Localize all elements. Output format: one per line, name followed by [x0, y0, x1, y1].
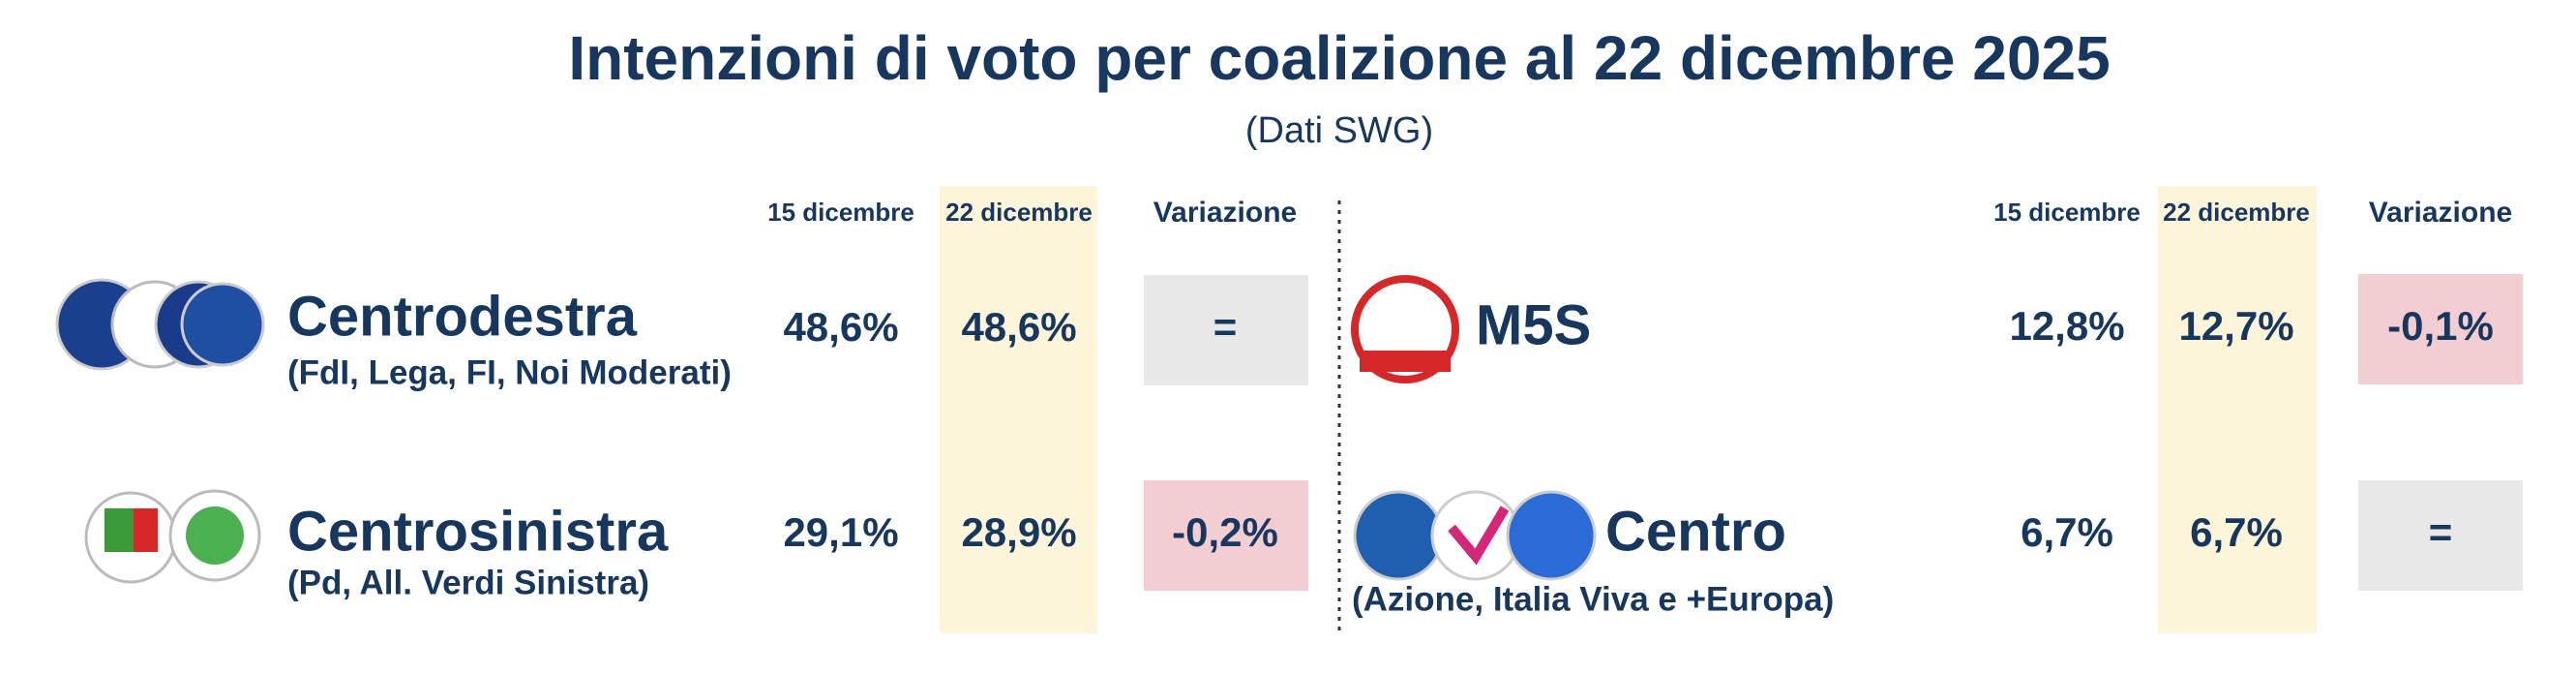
column-header: Variazione [1153, 197, 1297, 229]
party-detail: (Azione, Italia Viva e +Europa) [1352, 580, 1834, 618]
value: = [1213, 304, 1238, 350]
party-name: Centrosinistra [287, 500, 669, 563]
value: 12,7% [2178, 303, 2293, 349]
party-name: M5S [1476, 293, 1591, 356]
value: -0,1% [2387, 303, 2494, 349]
party-name: Centro [1605, 500, 1786, 563]
party-name: Centrodestra [287, 285, 638, 348]
column-header: 15 dicembre [767, 198, 914, 227]
column-header: 15 dicembre [1993, 198, 2141, 227]
column-header: Variazione [2369, 197, 2512, 229]
value: 48,6% [961, 304, 1076, 350]
highlight-column [940, 186, 1097, 633]
value: 6,7% [2021, 509, 2113, 555]
value: -0,2% [1172, 509, 1278, 555]
variation-box [1144, 275, 1308, 385]
highlight-column [2158, 186, 2317, 633]
column-header: 22 dicembre [2163, 198, 2310, 227]
value: = [2429, 509, 2453, 555]
value: 29,1% [783, 509, 898, 555]
party-detail: (Pd, All. Verdi Sinistra) [287, 564, 649, 601]
variation-box [1144, 480, 1308, 591]
subtitle: (Dati SWG) [1245, 110, 1433, 151]
title: Intenzioni di voto per coalizione al 22 … [568, 23, 2110, 93]
party-detail: (FdI, Lega, FI, Noi Moderati) [287, 353, 732, 391]
value: 12,8% [2009, 303, 2124, 349]
variation-box [2358, 480, 2523, 591]
variation-box [2358, 274, 2523, 384]
column-header: 22 dicembre [945, 198, 1093, 227]
value: 48,6% [783, 304, 898, 350]
logos [55, 275, 1597, 584]
value: 6,7% [2190, 509, 2283, 555]
value: 28,9% [961, 509, 1076, 555]
